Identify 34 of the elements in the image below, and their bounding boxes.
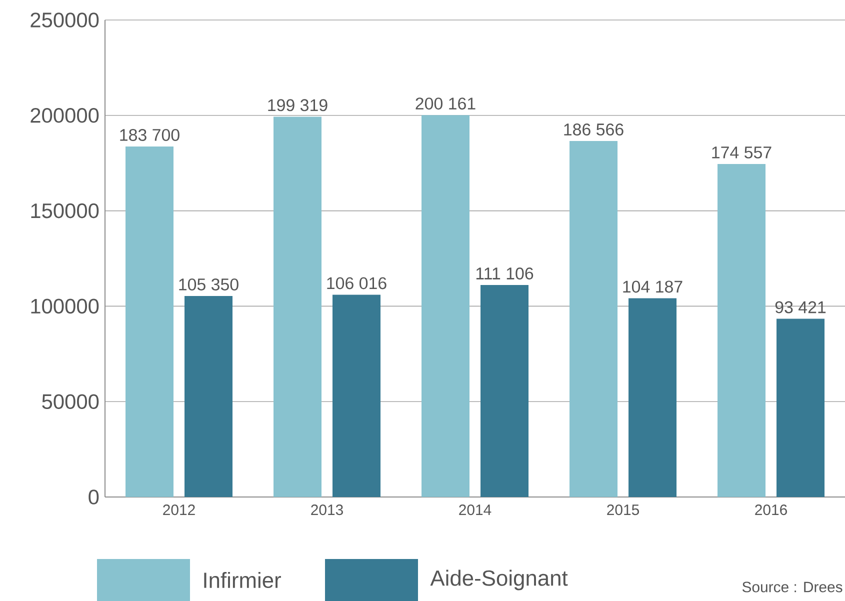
bar: [628, 298, 677, 497]
y-tick-label: 50000: [42, 394, 99, 410]
x-tick-label: 2016: [755, 504, 787, 516]
legend-label: Aide-Soignant: [430, 570, 568, 590]
x-tick-label: 2012: [163, 504, 195, 516]
data-label: 174 557: [712, 146, 772, 158]
x-tick-label: 2014: [459, 504, 492, 516]
y-tick-label: 150000: [31, 203, 99, 218]
data-label: 106 016: [327, 277, 386, 290]
data-label: 105 350: [179, 278, 238, 290]
data-label: 111 106: [476, 267, 534, 280]
bar: [480, 285, 529, 497]
data-label: 93 421: [775, 301, 826, 314]
data-label: 200 161: [416, 98, 476, 110]
y-tick-label: 0: [88, 490, 99, 504]
bar: [422, 115, 470, 497]
bar: [718, 164, 766, 497]
source-note: Source : Drees: [742, 582, 842, 592]
bar: [332, 294, 381, 497]
bar: [126, 146, 174, 497]
bar: [570, 141, 618, 497]
y-tick-label: 250000: [30, 12, 99, 28]
x-tick-label: 2015: [607, 504, 639, 516]
bar: [274, 116, 322, 497]
y-tick-label: 200000: [30, 108, 99, 123]
data-label: 183 700: [120, 128, 180, 141]
legend-label: Infirmier: [204, 572, 281, 588]
x-tick-label: 2013: [311, 504, 343, 516]
y-tick-label: 100000: [31, 298, 99, 314]
data-label: 186 566: [564, 124, 624, 136]
bar: [184, 296, 233, 497]
data-label: 199 319: [268, 99, 328, 112]
data-label: 104 187: [623, 280, 682, 293]
bar: [776, 318, 825, 497]
